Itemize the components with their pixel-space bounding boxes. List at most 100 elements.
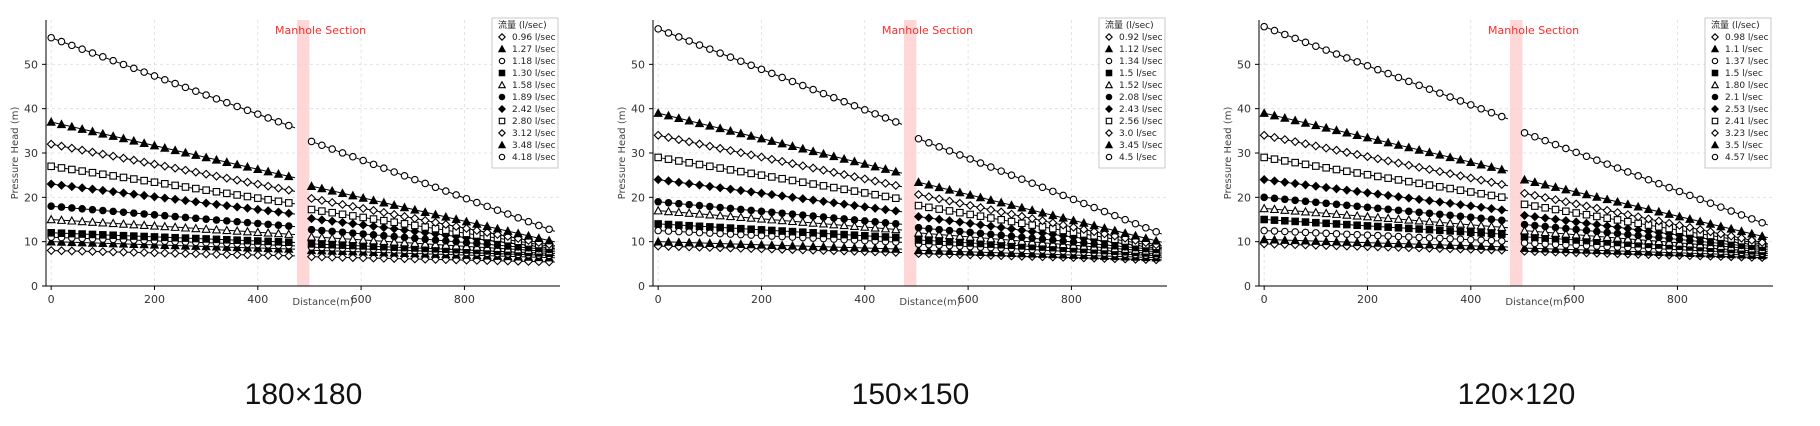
data-point — [410, 226, 420, 236]
data-point — [1343, 167, 1351, 176]
data-point — [1467, 101, 1475, 109]
data-point — [1352, 237, 1362, 247]
data-point — [1497, 164, 1507, 174]
data-point — [67, 215, 77, 225]
data-point — [1130, 230, 1141, 240]
data-point — [1332, 50, 1341, 58]
data-point — [140, 210, 148, 218]
legend-item: 2.42 l/sec — [512, 105, 556, 115]
data-point — [368, 253, 379, 263]
data-point — [757, 65, 766, 74]
data-point — [1311, 181, 1321, 191]
data-point — [242, 177, 253, 187]
data-point — [1259, 108, 1269, 117]
data-point — [674, 237, 684, 247]
data-point — [924, 245, 934, 255]
data-point — [211, 249, 222, 259]
data-point — [1425, 181, 1434, 189]
data-point — [996, 197, 1006, 207]
data-point — [77, 145, 87, 155]
data-point — [108, 131, 118, 140]
data-point — [180, 147, 191, 157]
data-point — [1736, 233, 1747, 243]
data-point — [180, 196, 191, 206]
data-point — [317, 232, 327, 242]
data-point — [222, 173, 232, 183]
data-point — [77, 124, 87, 133]
data-point — [1362, 132, 1373, 142]
data-point — [664, 155, 673, 163]
data-point — [663, 206, 674, 216]
legend-marker — [497, 140, 507, 149]
data-point — [1435, 217, 1445, 227]
data-point — [777, 215, 787, 225]
data-point — [327, 233, 337, 242]
data-point — [192, 234, 200, 243]
data-point — [757, 226, 766, 234]
data-point — [892, 233, 900, 242]
data-point — [99, 53, 107, 61]
data-point — [140, 68, 148, 76]
data-point — [1383, 238, 1393, 248]
data-point — [1331, 125, 1342, 135]
data-point — [1624, 168, 1632, 176]
series-11 — [1260, 22, 1769, 227]
data-point — [787, 216, 798, 226]
data-point — [451, 214, 461, 224]
data-point — [654, 197, 662, 206]
data-point — [274, 197, 283, 206]
data-point — [996, 222, 1006, 233]
data-point — [1142, 223, 1150, 232]
data-point — [88, 49, 97, 57]
data-point — [768, 226, 776, 235]
data-point — [348, 253, 358, 263]
y-axis-label: Pressure Head (m) — [1223, 107, 1234, 200]
data-point — [1363, 61, 1372, 70]
legend-marker — [498, 129, 506, 137]
data-point — [380, 216, 388, 225]
data-point — [420, 215, 430, 226]
data-point — [1445, 218, 1455, 227]
data-point — [746, 150, 756, 160]
data-point — [684, 179, 694, 189]
data-point — [149, 159, 160, 169]
data-point — [57, 164, 66, 172]
data-point — [149, 248, 160, 258]
data-point — [924, 179, 934, 189]
data-point — [232, 175, 242, 185]
data-point — [1581, 230, 1592, 240]
data-point — [778, 174, 786, 183]
data-point — [653, 205, 663, 215]
data-point — [1018, 175, 1026, 183]
data-point — [1644, 175, 1653, 184]
legend-marker — [1711, 93, 1719, 101]
series-11 — [47, 33, 556, 234]
data-point — [191, 223, 201, 233]
data-point — [369, 215, 378, 223]
data-point — [253, 227, 263, 237]
data-point — [726, 166, 735, 174]
legend-marker — [498, 153, 506, 161]
data-point — [1551, 223, 1560, 232]
data-point — [358, 193, 368, 202]
data-point — [966, 210, 974, 219]
data-point — [139, 157, 149, 167]
data-point — [1322, 164, 1330, 172]
data-point — [46, 245, 56, 256]
data-point — [798, 143, 808, 153]
data-point — [1414, 194, 1424, 204]
data-point — [211, 199, 222, 209]
data-point — [109, 231, 117, 240]
data-point — [473, 198, 481, 207]
data-point — [746, 131, 756, 140]
data-point — [483, 202, 491, 211]
data-point — [242, 203, 253, 213]
data-point — [1550, 195, 1561, 205]
data-point — [1530, 243, 1540, 253]
data-point — [1633, 234, 1643, 244]
data-point — [1312, 42, 1320, 50]
data-point — [987, 163, 995, 171]
data-point — [223, 217, 231, 225]
data-point — [1280, 113, 1290, 122]
data-point — [685, 221, 693, 230]
